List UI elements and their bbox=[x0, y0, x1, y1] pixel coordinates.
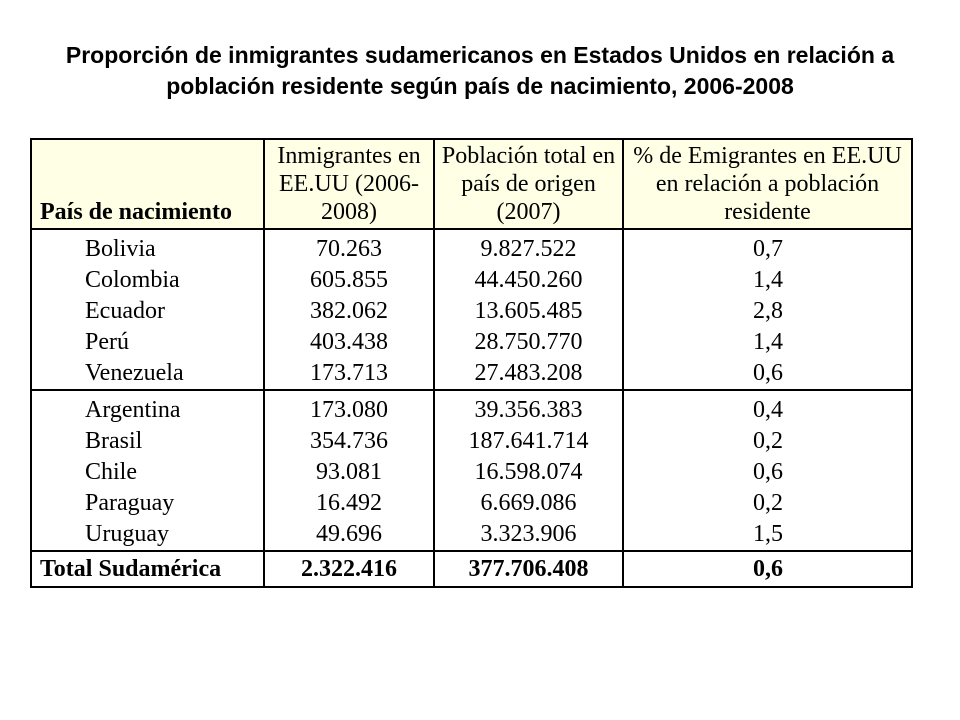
header-immigrants: Inmigrantes en EE.UU (2006-2008) bbox=[263, 138, 435, 230]
data-table-container: País de nacimiento Inmigrantes en EE.UU … bbox=[30, 138, 913, 588]
table-row: Brasil 354.736 187.641.714 0,2 bbox=[30, 426, 913, 457]
header-country: País de nacimiento bbox=[30, 138, 265, 230]
table-row: Ecuador 382.062 13.605.485 2,8 bbox=[30, 296, 913, 327]
cell-country: Perú bbox=[30, 327, 265, 358]
total-country: Total Sudamérica bbox=[30, 550, 265, 588]
page-title: Proporción de inmigrantes sudamericanos … bbox=[65, 42, 895, 99]
cell-country: Venezuela bbox=[30, 358, 265, 391]
header-percent: % de Emigrantes en EE.UU en relación a p… bbox=[622, 138, 913, 230]
total-percent: 0,6 bbox=[622, 550, 913, 588]
cell-immigrants: 16.492 bbox=[263, 488, 435, 519]
total-population: 377.706.408 bbox=[433, 550, 624, 588]
cell-immigrants: 173.713 bbox=[263, 358, 435, 391]
cell-percent: 0,2 bbox=[622, 488, 913, 519]
table-row: Perú 403.438 28.750.770 1,4 bbox=[30, 327, 913, 358]
cell-immigrants: 403.438 bbox=[263, 327, 435, 358]
cell-country: Uruguay bbox=[30, 519, 265, 551]
table-row: Uruguay 49.696 3.323.906 1,5 bbox=[30, 519, 913, 551]
cell-country: Ecuador bbox=[30, 296, 265, 327]
cell-percent: 0,7 bbox=[622, 229, 913, 265]
table-row: Venezuela 173.713 27.483.208 0,6 bbox=[30, 358, 913, 391]
cell-immigrants: 93.081 bbox=[263, 457, 435, 488]
cell-country: Colombia bbox=[30, 265, 265, 296]
cell-percent: 1,4 bbox=[622, 327, 913, 358]
table-row: Chile 93.081 16.598.074 0,6 bbox=[30, 457, 913, 488]
cell-percent: 0,6 bbox=[622, 358, 913, 391]
total-immigrants: 2.322.416 bbox=[263, 550, 435, 588]
cell-population: 187.641.714 bbox=[433, 426, 624, 457]
cell-immigrants: 49.696 bbox=[263, 519, 435, 551]
table-header-row: País de nacimiento Inmigrantes en EE.UU … bbox=[30, 138, 913, 230]
immigration-table: País de nacimiento Inmigrantes en EE.UU … bbox=[30, 138, 913, 588]
cell-percent: 1,4 bbox=[622, 265, 913, 296]
cell-population: 13.605.485 bbox=[433, 296, 624, 327]
header-population: Población total en país de origen (2007) bbox=[433, 138, 624, 230]
cell-country: Brasil bbox=[30, 426, 265, 457]
cell-immigrants: 382.062 bbox=[263, 296, 435, 327]
table-row: Colombia 605.855 44.450.260 1,4 bbox=[30, 265, 913, 296]
cell-immigrants: 354.736 bbox=[263, 426, 435, 457]
cell-immigrants: 605.855 bbox=[263, 265, 435, 296]
cell-population: 3.323.906 bbox=[433, 519, 624, 551]
total-row: Total Sudamérica 2.322.416 377.706.408 0… bbox=[30, 550, 913, 588]
cell-country: Chile bbox=[30, 457, 265, 488]
cell-population: 16.598.074 bbox=[433, 457, 624, 488]
cell-population: 6.669.086 bbox=[433, 488, 624, 519]
cell-population: 44.450.260 bbox=[433, 265, 624, 296]
table-row: Bolivia 70.263 9.827.522 0,7 bbox=[30, 229, 913, 265]
cell-population: 27.483.208 bbox=[433, 358, 624, 391]
cell-immigrants: 70.263 bbox=[263, 229, 435, 265]
cell-immigrants: 173.080 bbox=[263, 390, 435, 426]
table-row: Argentina 173.080 39.356.383 0,4 bbox=[30, 390, 913, 426]
cell-country: Argentina bbox=[30, 390, 265, 426]
cell-percent: 0,6 bbox=[622, 457, 913, 488]
cell-country: Paraguay bbox=[30, 488, 265, 519]
cell-population: 28.750.770 bbox=[433, 327, 624, 358]
cell-percent: 1,5 bbox=[622, 519, 913, 551]
cell-country: Bolivia bbox=[30, 229, 265, 265]
cell-percent: 2,8 bbox=[622, 296, 913, 327]
cell-population: 39.356.383 bbox=[433, 390, 624, 426]
cell-population: 9.827.522 bbox=[433, 229, 624, 265]
cell-percent: 0,4 bbox=[622, 390, 913, 426]
table-row: Paraguay 16.492 6.669.086 0,2 bbox=[30, 488, 913, 519]
cell-percent: 0,2 bbox=[622, 426, 913, 457]
